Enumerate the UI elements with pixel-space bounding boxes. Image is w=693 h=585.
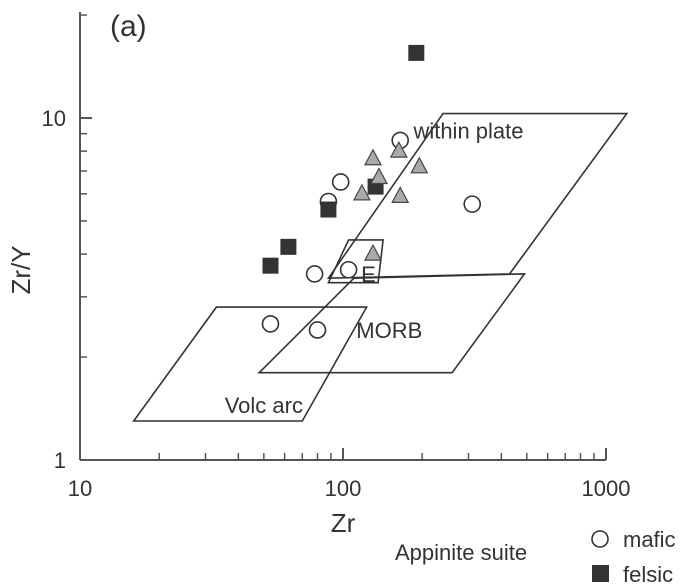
tick-marks xyxy=(79,14,607,461)
mafic-point xyxy=(305,265,324,283)
x-tick-label: 10 xyxy=(68,476,92,501)
tectonic-fields: within plate MORB E Volc arc xyxy=(132,112,629,422)
field-morb xyxy=(257,273,527,374)
mafic-point xyxy=(339,260,358,279)
axes xyxy=(79,12,606,461)
felsic-point xyxy=(280,238,297,255)
series-3-point xyxy=(363,243,382,261)
legend-group-label: Appinite suite xyxy=(395,540,527,565)
felsic-point xyxy=(320,201,337,218)
felsic-point xyxy=(262,257,279,274)
y-tick-label: 10 xyxy=(42,106,66,131)
field-label-volc-arc: Volc arc xyxy=(225,393,303,418)
legend-mafic-label: mafic xyxy=(623,527,676,552)
field-volc-arc xyxy=(132,306,368,422)
series-3-point xyxy=(369,167,388,185)
x-tick-label: 1000 xyxy=(582,476,631,501)
mafic-point xyxy=(261,315,280,333)
legend-felsic-marker xyxy=(592,565,609,582)
y-tick-label: 1 xyxy=(54,448,66,473)
y-axis-title: Zr/Y xyxy=(6,245,36,294)
field-label-e: E xyxy=(361,262,376,287)
mafic-point xyxy=(308,321,327,339)
field-label-morb: MORB xyxy=(356,318,422,343)
legend-mafic-marker xyxy=(591,530,609,548)
legend-felsic-label: felsic xyxy=(623,562,673,585)
field-e xyxy=(327,239,384,284)
x-axis-title: Zr xyxy=(331,508,356,538)
felsic-point xyxy=(408,44,425,61)
mafic-point xyxy=(463,195,482,213)
series-3-point xyxy=(391,186,410,203)
panel-label: (a) xyxy=(110,10,147,43)
series-3-point xyxy=(363,148,382,166)
series-3-point xyxy=(389,140,408,158)
x-tick-label: 100 xyxy=(325,476,362,501)
mafic-point xyxy=(331,173,350,191)
series-3-point xyxy=(352,183,371,201)
series-3-point xyxy=(410,156,429,174)
field-label-within-plate: within plate xyxy=(412,118,523,143)
data-points xyxy=(261,44,482,339)
legend: Appinite suite mafic felsic xyxy=(395,527,676,585)
